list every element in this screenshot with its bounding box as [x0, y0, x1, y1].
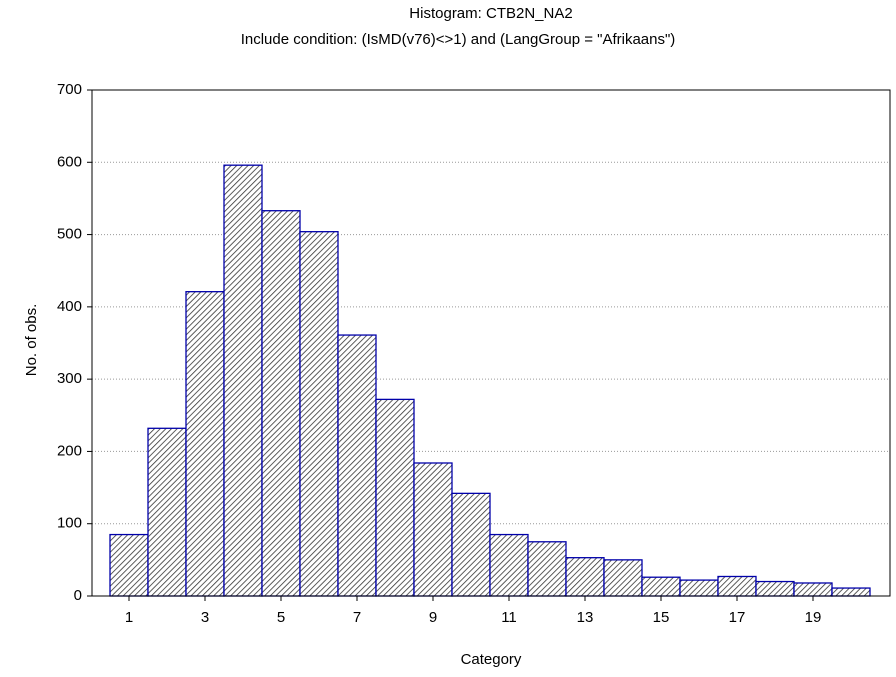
bar: [565, 557, 605, 597]
chart-subtitle: Include condition: (IsMD(v76)<>1) and (L…: [241, 31, 676, 48]
bar: [527, 541, 567, 597]
bar: [717, 575, 757, 597]
y-tick-label: 100: [57, 515, 82, 532]
y-tick-label: 700: [57, 81, 82, 98]
bar: [299, 231, 339, 597]
bar: [337, 334, 377, 597]
x-tick-label: 13: [577, 609, 594, 626]
x-tick-label: 7: [353, 609, 361, 626]
bar: [641, 576, 681, 597]
x-tick-label: 3: [201, 609, 209, 626]
y-axis-label: No. of obs.: [23, 304, 40, 377]
x-tick-label: 1: [125, 609, 133, 626]
x-tick-label: 17: [729, 609, 746, 626]
x-tick-label: 5: [277, 609, 285, 626]
x-tick-label: 9: [429, 609, 437, 626]
bar: [679, 579, 719, 597]
bar: [489, 533, 529, 597]
bar: [375, 398, 415, 597]
x-axis-label: Category: [461, 651, 522, 668]
y-tick-label: 0: [74, 587, 82, 604]
bar: [147, 427, 187, 597]
bar: [185, 291, 225, 597]
y-tick-label: 200: [57, 442, 82, 459]
chart-title: Histogram: CTB2N_NA2: [409, 5, 572, 22]
bar: [413, 462, 453, 597]
bar: [223, 164, 263, 597]
bar: [451, 492, 491, 597]
bar: [755, 580, 795, 597]
plot-frame: [91, 89, 891, 597]
bar: [831, 587, 871, 597]
y-tick-label: 500: [57, 226, 82, 243]
x-tick-label: 11: [501, 609, 517, 626]
y-tick-label: 300: [57, 370, 82, 387]
x-tick-label: 19: [805, 609, 822, 626]
y-tick-label: 400: [57, 298, 82, 315]
bar: [109, 533, 149, 597]
y-tick-label: 600: [57, 153, 82, 170]
bar: [261, 210, 301, 597]
x-tick-label: 15: [653, 609, 670, 626]
bar: [603, 559, 643, 597]
bar: [793, 582, 833, 597]
